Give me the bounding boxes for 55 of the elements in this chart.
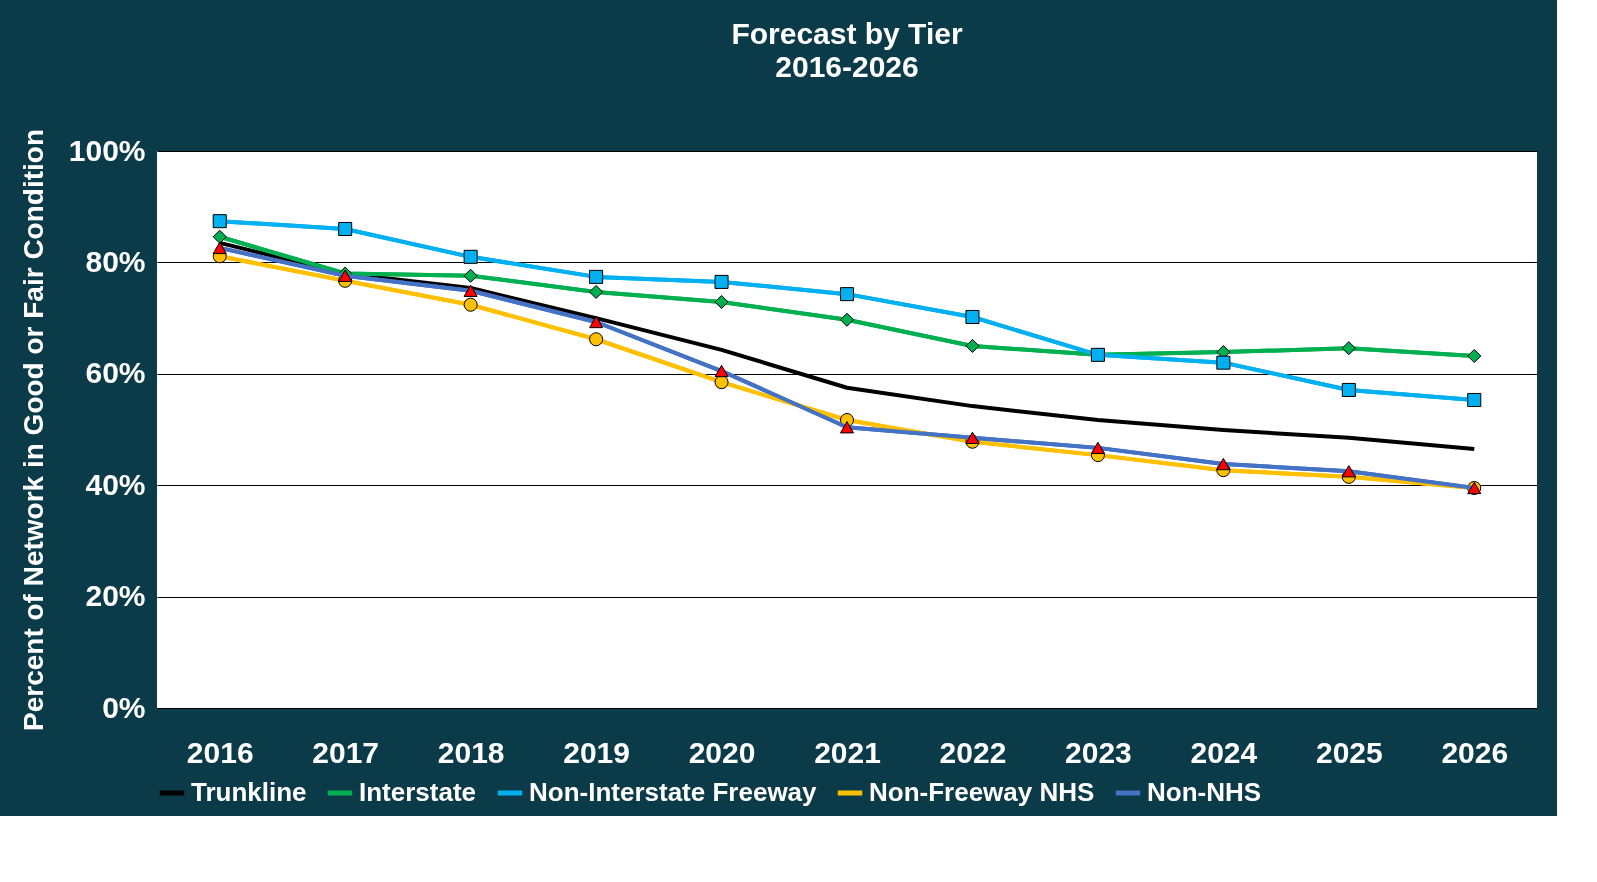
point (1090, 441, 1105, 455)
x-tick-label: 2018 (437, 735, 505, 769)
chart-subtitle: 2016-2026 (775, 50, 919, 84)
point (212, 214, 227, 229)
point (338, 221, 353, 236)
point (714, 364, 729, 378)
point (589, 332, 604, 347)
x-tick-label: 2023 (1065, 735, 1132, 769)
point (212, 229, 227, 244)
point (714, 375, 729, 390)
x-tick-label: 2022 (939, 735, 1007, 769)
x-tick-label: 2017 (312, 735, 380, 769)
x-tick-label: 2020 (688, 735, 756, 769)
y-tick-label: 80% (85, 244, 146, 278)
point (463, 268, 478, 283)
point (714, 274, 729, 289)
point (1467, 392, 1482, 407)
point (463, 284, 478, 297)
point (589, 284, 604, 299)
legend-label: Non-NHS (1147, 777, 1262, 807)
point (714, 294, 729, 309)
point (1467, 348, 1482, 363)
point (965, 309, 980, 324)
x-tick-label: 2016 (186, 735, 254, 769)
point (589, 269, 604, 284)
legend-label: Non-Interstate Freeway (529, 777, 818, 807)
chart-title: Forecast by Tier (731, 17, 963, 51)
y-axis-title: Percent of Network in Good or Fair Condition (17, 128, 49, 732)
point (463, 297, 478, 312)
y-tick-label: 0% (102, 690, 146, 724)
legend-label: Non-Freeway NHS (869, 777, 1095, 807)
point (1341, 341, 1356, 356)
y-tick-label: 60% (85, 356, 146, 390)
y-tick-label: 20% (85, 579, 146, 613)
point (965, 338, 980, 353)
legend-label: Interstate (359, 777, 477, 807)
x-tick-label: 2021 (814, 735, 881, 769)
x-tick-label: 2026 (1441, 735, 1509, 769)
x-tick-label: 2025 (1315, 735, 1383, 769)
point (463, 249, 478, 264)
y-tick-label: 100% (68, 133, 146, 167)
x-tick-label: 2024 (1190, 735, 1258, 769)
point (965, 431, 980, 444)
legend-label: Trunkline (191, 777, 307, 807)
point (1216, 355, 1231, 370)
point (589, 315, 604, 329)
point (839, 312, 855, 327)
y-tick-label: 40% (85, 467, 146, 501)
point (212, 241, 227, 255)
x-tick-label: 2019 (563, 735, 630, 769)
point (839, 287, 855, 302)
point (1216, 457, 1231, 471)
point (1341, 465, 1356, 478)
point (1341, 382, 1356, 397)
point (839, 421, 855, 434)
